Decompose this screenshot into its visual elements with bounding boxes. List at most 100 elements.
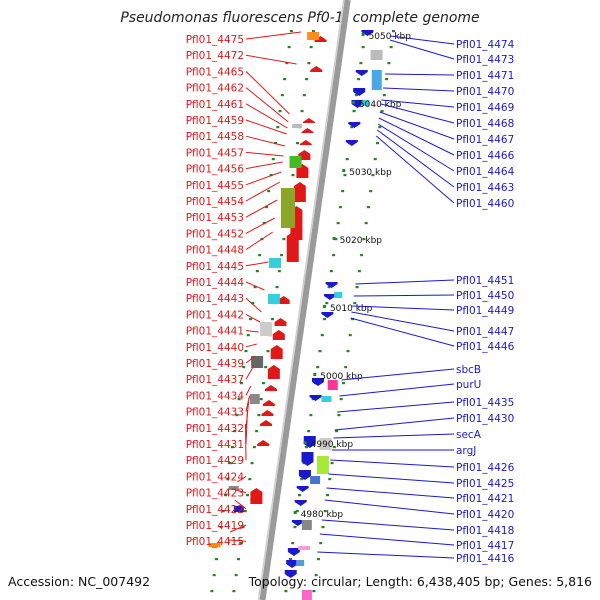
gene-label-right: Pfl01_4467	[456, 134, 514, 146]
gene-label-left: Pfl01_4455	[186, 180, 244, 192]
reverse-gene-arrow	[301, 452, 314, 466]
gene-label-right: Pfl01_4470	[456, 86, 514, 98]
forward-gene-arrow	[261, 410, 274, 416]
tick-label: 5040 kbp	[359, 100, 402, 110]
reverse-gene-arrow	[361, 30, 374, 36]
gene-label-left: Pfl01_4448	[186, 245, 244, 257]
gene-label-right: Pfl01_4464	[456, 166, 515, 178]
gene-block	[259, 322, 272, 336]
gene-block	[289, 156, 302, 168]
gene-block	[310, 476, 321, 484]
gene-label-left: Pfl01_4462	[186, 83, 244, 95]
gene-label-right: Pfl01_4435	[456, 397, 514, 409]
gene-label-right: Pfl01_4418	[456, 525, 514, 537]
gene-label-left: Pfl01_4440	[186, 342, 244, 354]
gene-label-left: Pfl01_4459	[186, 115, 244, 127]
gene-block	[298, 546, 311, 550]
reverse-gene-arrow	[353, 88, 366, 96]
gene-label-right: Pfl01_4426	[456, 462, 515, 474]
reverse-gene-arrow	[312, 378, 325, 386]
reverse-gene-arrow	[325, 282, 338, 288]
tick-label: 4990 kbp	[311, 440, 354, 450]
forward-gene-arrow	[293, 182, 306, 202]
forward-gene-arrow	[299, 140, 312, 145]
gene-block	[269, 258, 282, 268]
gene-label-right: Pfl01_4473	[456, 54, 514, 66]
gene-label-right: Pfl01_4463	[456, 182, 514, 194]
gene-block	[301, 590, 312, 600]
gene-block	[249, 394, 260, 404]
gene-label-left: Pfl01_4452	[186, 228, 244, 240]
forward-gene-arrow	[267, 365, 280, 379]
gene-label-right: Pfl01_4447	[456, 326, 514, 338]
genome-backbone	[257, 0, 351, 600]
forward-gene-arrow	[274, 318, 287, 326]
gene-block	[319, 438, 332, 450]
gene-features	[208, 30, 395, 600]
gene-label-right: Pfl01_4466	[456, 150, 515, 162]
gene-label-right: secA	[456, 429, 482, 441]
gene-label-right: Pfl01_4471	[456, 70, 514, 82]
gene-label-left: Pfl01_4442	[186, 309, 244, 321]
gene-block	[327, 380, 338, 390]
tick-label: 5050 kbp	[369, 32, 412, 42]
gene-block	[228, 486, 239, 490]
right-gene-labels: Pfl01_4474 Pfl01_4473 Pfl01_4471 Pfl01_4470…	[317, 35, 515, 565]
gene-label-left: Pfl01_4441	[186, 326, 244, 338]
reverse-gene-arrow	[355, 70, 368, 76]
accession-label: Accession: NC_007492	[8, 574, 150, 589]
gene-label-left: Pfl01_4475	[186, 34, 244, 46]
gene-block	[251, 356, 264, 368]
reverse-gene-arrow	[286, 560, 299, 568]
forward-gene-arrow	[270, 345, 283, 359]
reverse-gene-arrow	[303, 436, 316, 448]
gene-label-left: Pfl01_4439	[186, 358, 244, 370]
gene-label-right: Pfl01_4420	[456, 509, 514, 521]
gene-label-left: Pfl01_4429	[186, 455, 244, 467]
map-title: Pseudomonas fluorescens Pf0-1, complete …	[120, 10, 479, 26]
gene-block	[334, 292, 343, 298]
gene-label-left: Pfl01_4457	[186, 147, 244, 159]
forward-gene-arrow	[310, 66, 323, 72]
forward-gene-arrow	[302, 118, 315, 123]
tick-label: 5020 kbp	[340, 236, 383, 246]
gene-block	[301, 520, 312, 530]
gene-block	[321, 396, 332, 402]
forward-gene-arrow	[286, 232, 299, 262]
forward-gene-arrow	[265, 385, 278, 391]
gene-label-right: Pfl01_4468	[456, 118, 514, 130]
gene-label-left: Pfl01_4472	[186, 50, 244, 62]
gene-block	[371, 70, 382, 90]
gene-block	[267, 294, 280, 304]
reverse-gene-arrow	[296, 486, 309, 492]
gene-label-right: Pfl01_4446	[456, 341, 515, 353]
gene-label-right: Pfl01_4451	[456, 275, 514, 287]
gene-label-right: Pfl01_4417	[456, 540, 514, 552]
reverse-gene-arrow	[294, 500, 307, 506]
gene-label-right: Pfl01_4449	[456, 305, 514, 317]
gene-label-left: Pfl01_4432	[186, 423, 244, 435]
gene-label-right: Pfl01_4474	[456, 39, 515, 51]
forward-gene-arrow	[257, 440, 270, 446]
forward-gene-arrow	[262, 400, 275, 406]
gene-label-left: Pfl01_4424	[186, 471, 245, 483]
forward-gene-arrow	[272, 330, 285, 340]
reverse-gene-arrow	[291, 520, 304, 526]
gene-label-right: Pfl01_4425	[456, 478, 514, 490]
gene-label-left: Pfl01_4461	[186, 99, 244, 111]
gene-label-left: Pfl01_4456	[186, 164, 245, 176]
gene-label-left: Pfl01_4415	[186, 536, 244, 548]
forward-gene-arrow	[301, 128, 314, 133]
gene-label-left: Pfl01_4458	[186, 131, 244, 143]
gene-label-right: argJ	[456, 445, 476, 457]
gene-label-right: Pfl01_4421	[456, 493, 514, 505]
gene-label-left: Pfl01_4437	[186, 374, 244, 386]
gene-label-left: Pfl01_4433	[186, 407, 244, 419]
gene-label-left: Pfl01_4465	[186, 66, 244, 78]
tick-label: 5010 kbp	[330, 304, 373, 314]
tick-labels: 5050 kbp 5040 kbp 5030 kbp 5020 kbp 5010 kbp…	[293, 32, 412, 520]
left-gene-labels: Pfl01_4475 Pfl01_4472 Pfl01_4465 Pfl01_4462…	[186, 31, 302, 548]
tick-label: 5030 kbp	[349, 168, 392, 178]
reverse-gene-arrow	[345, 140, 358, 146]
